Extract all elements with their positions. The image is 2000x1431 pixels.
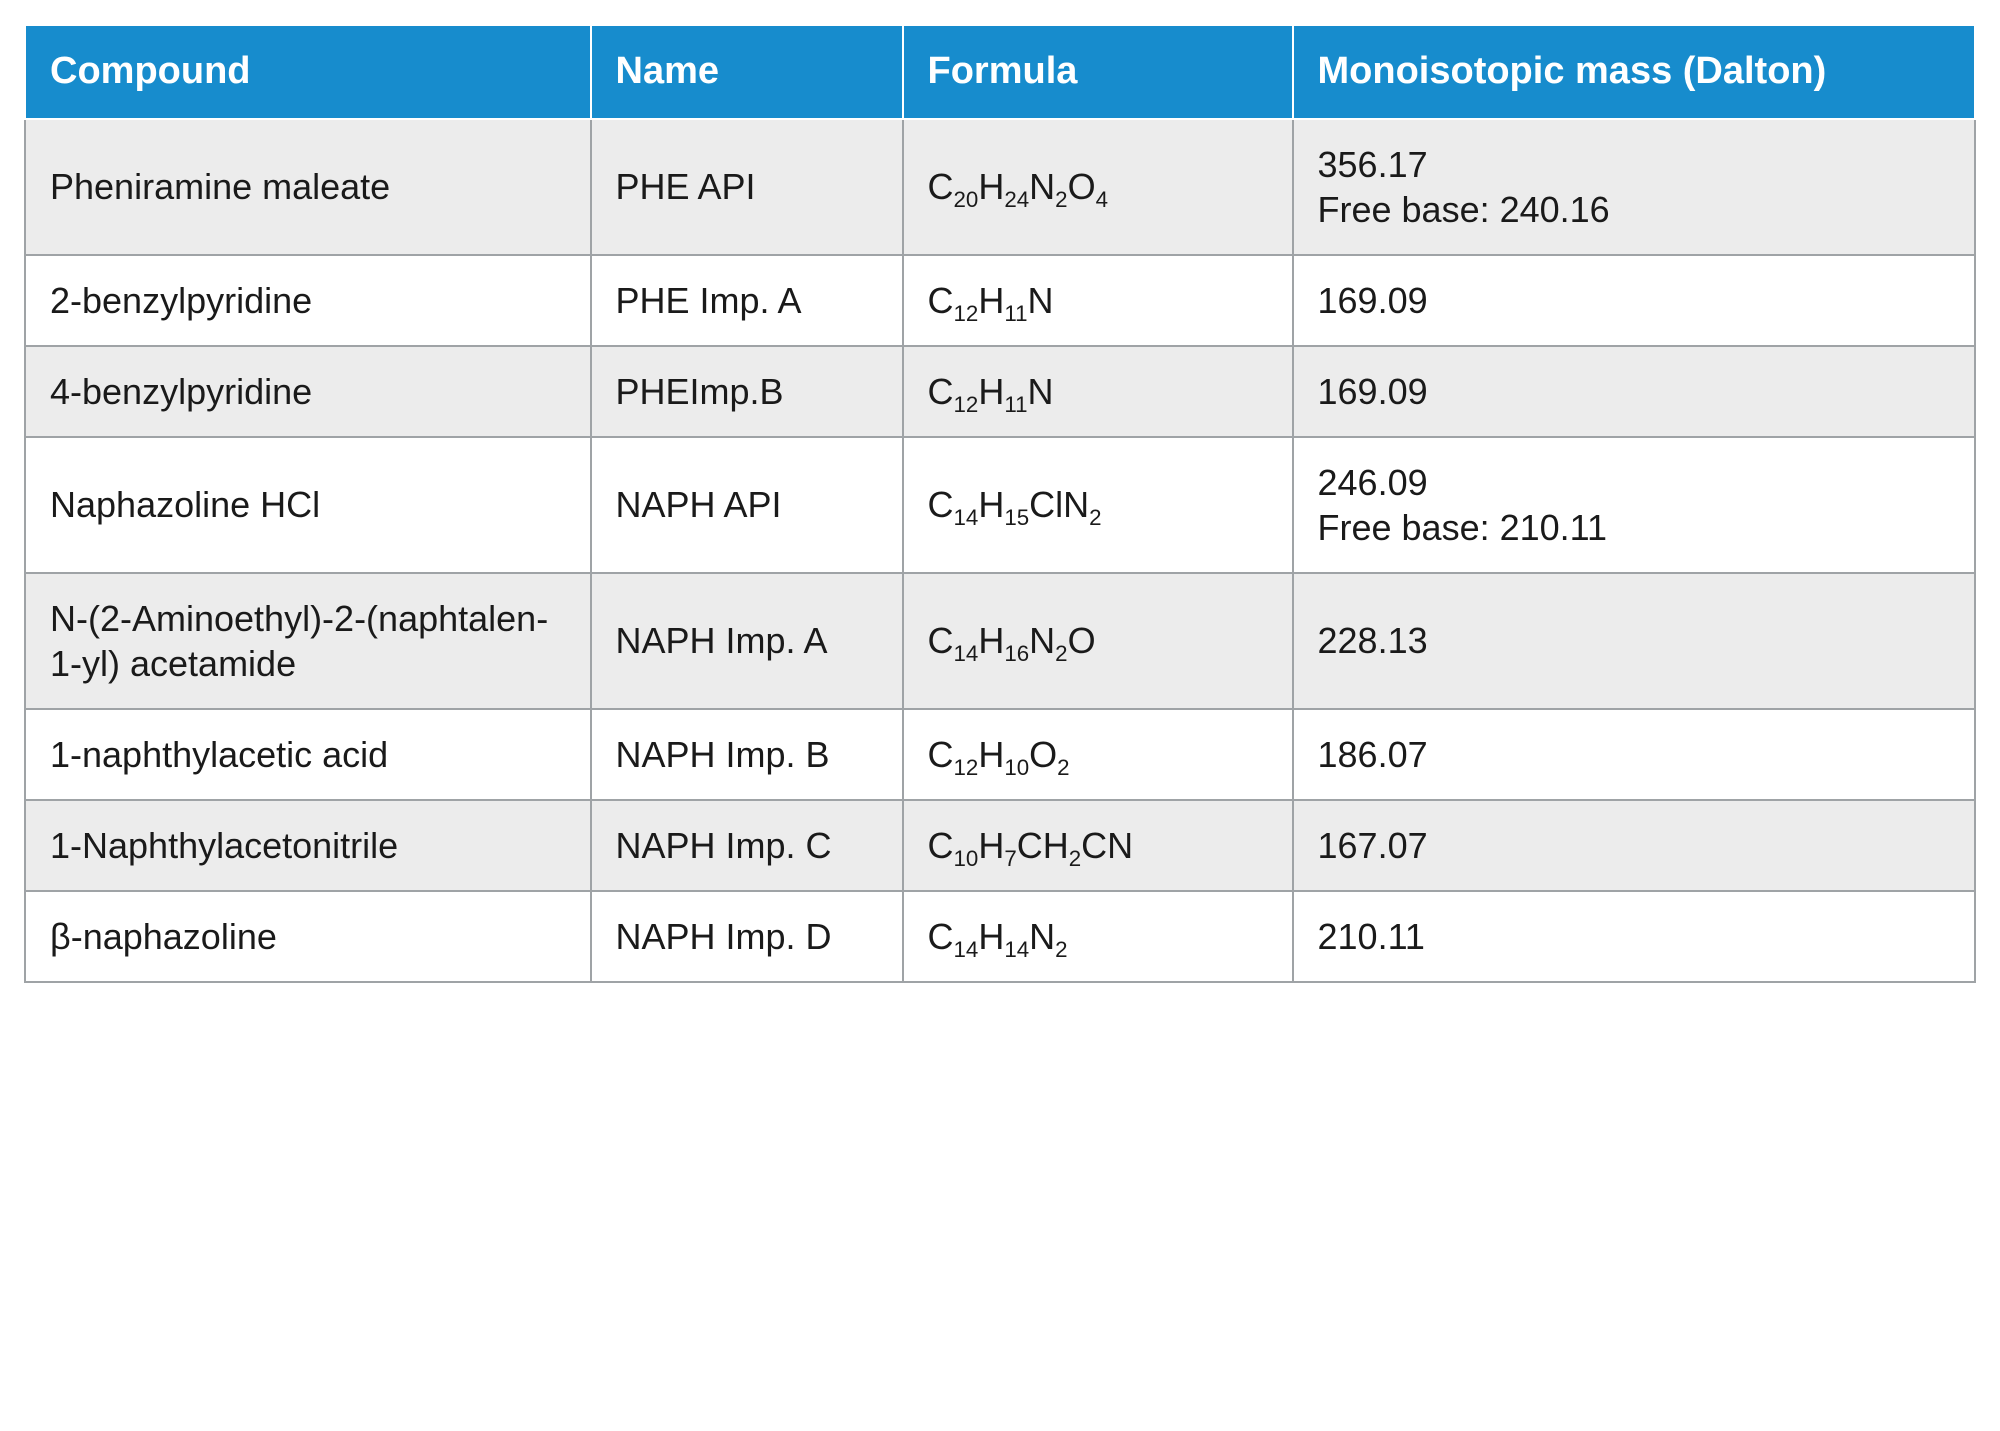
table-body: Pheniramine maleatePHE APIC20H24N2O4356.… [25, 119, 1975, 982]
header-formula: Formula [903, 25, 1293, 119]
table-row: Naphazoline HClNAPH APIC14H15ClN2246.09 … [25, 437, 1975, 573]
cell-formula: C14H16N2O [903, 573, 1293, 709]
cell-formula: C12H11N [903, 255, 1293, 346]
compound-table: Compound Name Formula Monoisotopic mass … [24, 24, 1976, 983]
cell-formula: C14H14N2 [903, 891, 1293, 982]
cell-compound: Pheniramine maleate [25, 119, 591, 255]
cell-name: NAPH Imp. B [591, 709, 903, 800]
table-row: β-naphazolineNAPH Imp. DC14H14N2210.11 [25, 891, 1975, 982]
table-head: Compound Name Formula Monoisotopic mass … [25, 25, 1975, 119]
cell-name: NAPH API [591, 437, 903, 573]
cell-mass: 228.13 [1293, 573, 1976, 709]
cell-mass: 186.07 [1293, 709, 1976, 800]
cell-mass: 210.11 [1293, 891, 1976, 982]
cell-mass: 167.07 [1293, 800, 1976, 891]
cell-compound: β-naphazoline [25, 891, 591, 982]
table-row: Pheniramine maleatePHE APIC20H24N2O4356.… [25, 119, 1975, 255]
cell-compound: 4-benzylpyridine [25, 346, 591, 437]
cell-formula: C12H11N [903, 346, 1293, 437]
cell-compound: 1-naphthylacetic acid [25, 709, 591, 800]
cell-formula: C20H24N2O4 [903, 119, 1293, 255]
header-name: Name [591, 25, 903, 119]
cell-compound: 1-Naphthylacetonitrile [25, 800, 591, 891]
cell-compound: N-(2-Aminoethyl)-2-(naphtalen-1-yl) acet… [25, 573, 591, 709]
cell-compound: 2-benzylpyridine [25, 255, 591, 346]
table-row: 1-naphthylacetic acidNAPH Imp. BC12H10O2… [25, 709, 1975, 800]
cell-mass: 169.09 [1293, 255, 1976, 346]
cell-name: NAPH Imp. C [591, 800, 903, 891]
cell-formula: C10H7CH2CN [903, 800, 1293, 891]
cell-formula: C12H10O2 [903, 709, 1293, 800]
header-mass: Monoisotopic mass (Dalton) [1293, 25, 1976, 119]
cell-formula: C14H15ClN2 [903, 437, 1293, 573]
table-row: 4-benzylpyridinePHEImp.BC12H11N169.09 [25, 346, 1975, 437]
table-row: 2-benzylpyridinePHE Imp. AC12H11N169.09 [25, 255, 1975, 346]
header-row: Compound Name Formula Monoisotopic mass … [25, 25, 1975, 119]
cell-name: PHEImp.B [591, 346, 903, 437]
cell-name: NAPH Imp. A [591, 573, 903, 709]
header-compound: Compound [25, 25, 591, 119]
table-row: N-(2-Aminoethyl)-2-(naphtalen-1-yl) acet… [25, 573, 1975, 709]
cell-name: PHE API [591, 119, 903, 255]
cell-mass: 246.09 Free base: 210.11 [1293, 437, 1976, 573]
cell-mass: 356.17 Free base: 240.16 [1293, 119, 1976, 255]
table-row: 1-NaphthylacetonitrileNAPH Imp. CC10H7CH… [25, 800, 1975, 891]
cell-name: PHE Imp. A [591, 255, 903, 346]
cell-name: NAPH Imp. D [591, 891, 903, 982]
cell-mass: 169.09 [1293, 346, 1976, 437]
cell-compound: Naphazoline HCl [25, 437, 591, 573]
